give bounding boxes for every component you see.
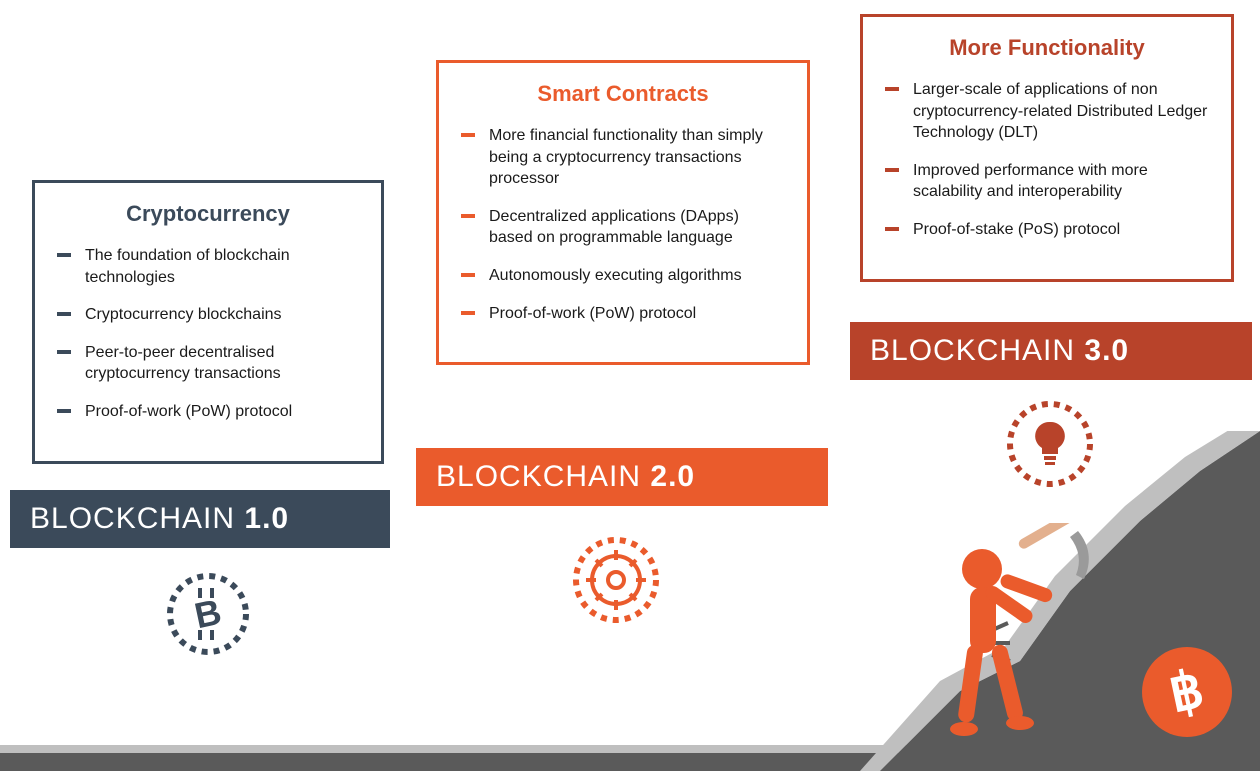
bitcoin-badge-icon: ฿	[1142, 647, 1232, 737]
banner-version: 3.0	[1084, 334, 1129, 367]
bitcoin-dashed-icon: B	[158, 564, 268, 674]
gear-dashed-icon	[566, 530, 676, 640]
bullet-item: Proof-of-stake (PoS) protocol	[885, 219, 1209, 241]
banner-version: 1.0	[244, 502, 289, 535]
banner-prefix: BLOCKCHAIN	[30, 502, 244, 535]
bullet-list: The foundation of blockchain technologie…	[57, 245, 359, 423]
bullet-item: Improved performance with more scalabili…	[885, 160, 1209, 203]
miner-icon	[920, 523, 1100, 753]
card-inner: Cryptocurrency The foundation of blockch…	[32, 180, 384, 464]
bullet-item: The foundation of blockchain technologie…	[57, 245, 359, 288]
banner-blockchain-1: BLOCKCHAIN 1.0	[10, 490, 390, 548]
card-title: Cryptocurrency	[57, 201, 359, 227]
svg-text:B: B	[191, 591, 225, 637]
bullet-item: Decentralized applications (DApps) based…	[461, 206, 785, 249]
card-title: Smart Contracts	[461, 81, 785, 107]
card-blockchain-1: Cryptocurrency The foundation of blockch…	[32, 180, 384, 464]
card-blockchain-3: More Functionality Larger-scale of appli…	[860, 14, 1234, 282]
card-inner: Smart Contracts More financial functiona…	[436, 60, 810, 365]
banner-blockchain-2: BLOCKCHAIN 2.0	[416, 448, 828, 506]
banner-prefix: BLOCKCHAIN	[436, 460, 650, 493]
card-blockchain-2: Smart Contracts More financial functiona…	[436, 60, 810, 365]
bitcoin-b-glyph: ฿	[1165, 659, 1210, 725]
bullet-item: Larger-scale of applications of non cryp…	[885, 79, 1209, 144]
bullet-item: Peer-to-peer decentralised cryptocurrenc…	[57, 342, 359, 385]
banner-version: 2.0	[650, 460, 695, 493]
bullet-item: Proof-of-work (PoW) protocol	[461, 303, 785, 325]
card-inner: More Functionality Larger-scale of appli…	[860, 14, 1234, 282]
bullet-item: Proof-of-work (PoW) protocol	[57, 401, 359, 423]
bullet-item: Autonomously executing algorithms	[461, 265, 785, 287]
bullet-item: Cryptocurrency blockchains	[57, 304, 359, 326]
banner-blockchain-3: BLOCKCHAIN 3.0	[850, 322, 1252, 380]
bullet-list: Larger-scale of applications of non cryp…	[885, 79, 1209, 241]
bullet-list: More financial functionality than simply…	[461, 125, 785, 324]
card-title: More Functionality	[885, 35, 1209, 61]
banner-prefix: BLOCKCHAIN	[870, 334, 1084, 367]
bullet-item: More financial functionality than simply…	[461, 125, 785, 190]
